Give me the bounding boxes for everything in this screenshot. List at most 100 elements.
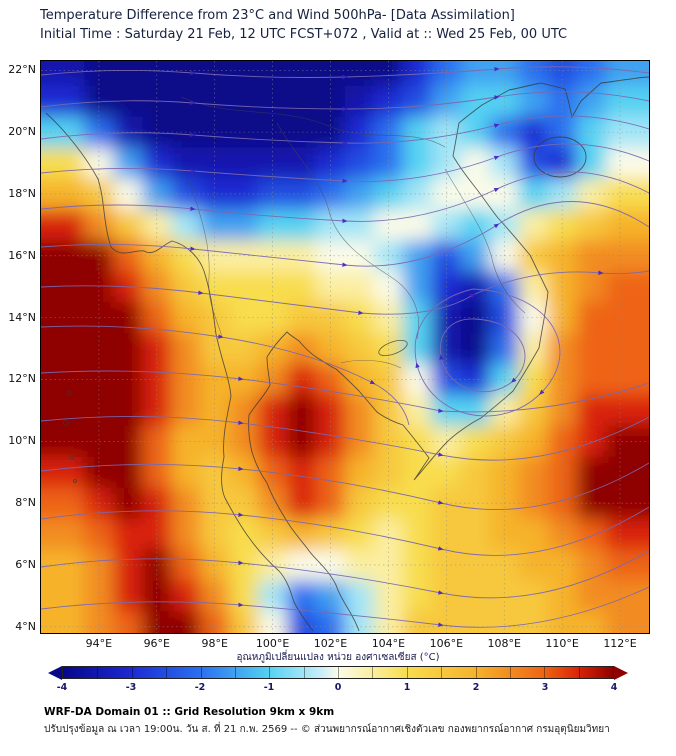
lat-tick-label: 20°N — [8, 125, 36, 139]
heat-cell — [171, 302, 202, 334]
heat-cell — [113, 209, 144, 242]
latitude-axis: 22°N 20°N 18°N 16°N 14°N 12°N 10°N 8°N 6°N 4°N — [0, 0, 37, 700]
heat-cell — [84, 116, 115, 149]
heat-cell — [402, 240, 433, 273]
heat-cell — [605, 209, 649, 242]
heat-cell — [402, 394, 433, 427]
heat-cell — [229, 333, 259, 365]
heat-cell — [200, 611, 230, 633]
lat-tick-label: 16°N — [8, 248, 36, 262]
heat-cell — [518, 487, 549, 520]
heat-cell — [171, 364, 202, 396]
lon-tick-label: 104°E — [371, 637, 406, 650]
colorbar-tickmark — [166, 667, 168, 678]
heat-cell — [345, 61, 375, 87]
heat-cell — [373, 271, 404, 303]
lon-tick-label: 94°E — [85, 637, 113, 650]
heat-cell — [431, 85, 462, 118]
heat-cell — [258, 425, 288, 458]
hainan-island-outline — [533, 136, 587, 178]
heat-cell — [84, 394, 115, 427]
heat-cell — [200, 240, 230, 273]
heat-cell — [605, 456, 649, 489]
heat-cell — [547, 209, 578, 242]
colorbar-tickmark — [475, 667, 477, 678]
heat-cell — [373, 240, 404, 273]
heat-cell — [402, 487, 433, 520]
heat-cell — [576, 61, 607, 87]
heat-cell — [113, 549, 144, 582]
heat-cell — [142, 611, 173, 633]
heat-cell — [518, 580, 549, 613]
heat-cell — [142, 364, 173, 396]
heat-cell — [547, 85, 578, 118]
chart-subtitle: Initial Time : Saturday 21 Feb, 12 UTC F… — [40, 27, 568, 42]
heat-cell — [605, 364, 649, 396]
heat-cell — [373, 364, 404, 396]
heat-cell — [605, 518, 649, 551]
heat-cell — [84, 240, 115, 273]
heat-cell — [287, 425, 317, 458]
heat-cell — [576, 116, 607, 149]
heat-cell — [142, 178, 173, 211]
heat-cell — [41, 116, 86, 149]
heat-cell — [171, 240, 202, 273]
heat-cell — [41, 364, 86, 396]
heat-cell — [113, 333, 144, 365]
chart-title: Temperature Difference from 23°C and Win… — [40, 8, 515, 23]
heat-cell — [229, 425, 259, 458]
heat-cell — [489, 116, 520, 149]
heat-cell — [373, 487, 404, 520]
heat-cell — [171, 456, 202, 489]
heat-cell — [402, 333, 433, 365]
heat-cell — [171, 580, 202, 613]
heat-cell — [518, 178, 549, 211]
wind-streamline — [41, 416, 649, 461]
heat-cell — [41, 611, 86, 633]
heat-cell — [576, 394, 607, 427]
heat-cell — [605, 611, 649, 633]
heat-cell — [171, 116, 202, 149]
lat-tick-label: 4°N — [15, 619, 36, 633]
heat-cell — [518, 147, 549, 180]
heat-cell — [402, 178, 433, 211]
heat-cell — [287, 518, 317, 551]
heat-cell — [229, 61, 259, 87]
heat-cell — [431, 487, 462, 520]
heat-cell — [41, 302, 86, 334]
heat-cell — [431, 456, 462, 489]
heat-cell — [84, 147, 115, 180]
heat-cell — [287, 456, 317, 489]
heat-cell — [345, 240, 375, 273]
heat-cell — [84, 302, 115, 334]
heat-cell — [113, 85, 144, 118]
heat-cell — [460, 394, 491, 427]
heat-cell — [547, 425, 578, 458]
colorbar-tickmark — [544, 667, 546, 678]
heat-cell — [287, 209, 317, 242]
colorbar-tickmark — [303, 667, 305, 678]
heat-cell — [84, 549, 115, 582]
heat-cell — [518, 240, 549, 273]
colorbar-tickmark — [372, 667, 374, 678]
heat-cell — [142, 549, 173, 582]
heat-cell — [373, 549, 404, 582]
andaman-island — [63, 420, 69, 426]
heat-cell — [171, 333, 202, 365]
colorbar-tickmark — [338, 667, 339, 678]
heat-cell — [229, 364, 259, 396]
heat-cell — [200, 549, 230, 582]
heat-cell — [258, 364, 288, 396]
heat-cell — [200, 116, 230, 149]
heat-cell — [431, 209, 462, 242]
wind-streamline — [41, 143, 649, 184]
heat-cell — [41, 425, 86, 458]
heat-cell — [605, 271, 649, 303]
wind-streamline — [41, 91, 649, 112]
heat-cell — [489, 271, 520, 303]
heat-cell — [113, 302, 144, 334]
wind-streamline — [41, 586, 649, 628]
heat-cell — [489, 302, 520, 334]
heat-cell — [287, 85, 317, 118]
lon-tick-label: 112°E — [603, 637, 637, 650]
